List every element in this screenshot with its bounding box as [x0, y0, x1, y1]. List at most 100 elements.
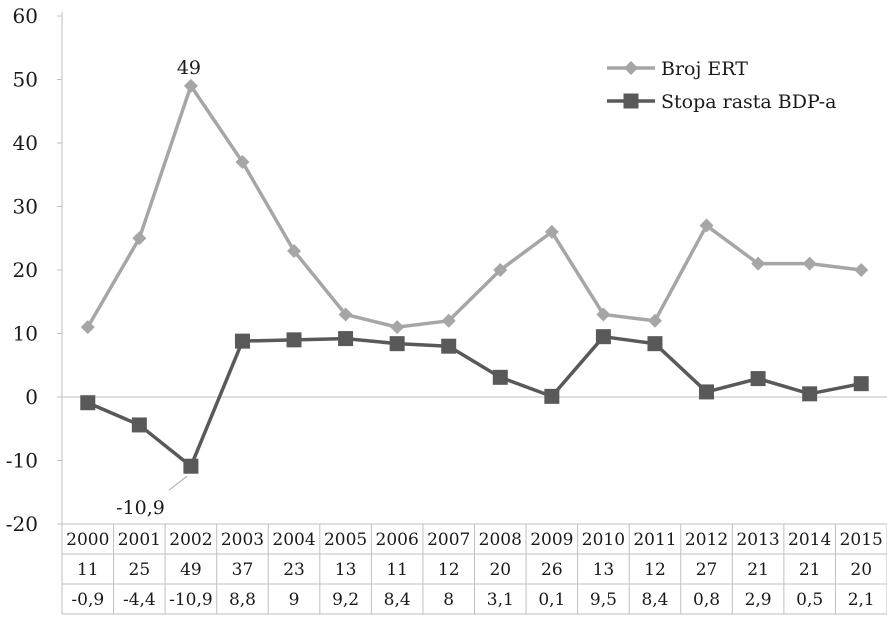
data-point [235, 155, 250, 170]
table-value-label: 12 [438, 560, 460, 580]
data-point [132, 231, 147, 246]
category-label: 2009 [530, 530, 573, 550]
table-value-label: 21 [747, 560, 769, 580]
data-point [751, 256, 766, 271]
data-point [287, 243, 302, 258]
data-point [183, 78, 198, 93]
data-point [647, 336, 663, 352]
category-label: 2015 [840, 530, 883, 550]
category-label: 2010 [582, 530, 625, 550]
table-value-label: 8,4 [384, 590, 411, 610]
data-label: -10,9 [116, 497, 165, 519]
data-point [441, 338, 457, 354]
category-label: 2011 [633, 530, 676, 550]
data-point [338, 331, 354, 347]
legend-label: Broj ERT [661, 58, 748, 80]
data-point [699, 218, 714, 233]
data-point [80, 395, 96, 411]
legend-marker [623, 93, 639, 109]
table-value-label: 12 [644, 560, 666, 580]
category-label: 2001 [118, 530, 161, 550]
table-value-label: 23 [283, 560, 305, 580]
table-value-label: 25 [129, 560, 151, 580]
data-table: 2000 2001 2002 2003 2004 2005 2006 2007 2008 2009… [61, 523, 887, 615]
data-point [802, 256, 817, 271]
data-point [750, 371, 766, 387]
chart-series: 49 -10,9 [80, 57, 869, 519]
data-point [80, 320, 95, 335]
category-label: 2004 [272, 530, 315, 550]
series-line [87, 334, 862, 468]
table-value-label: 0,5 [796, 590, 823, 610]
legend-label: Stopa rasta BDP-a [661, 91, 836, 113]
data-point [389, 336, 405, 352]
series-line [86, 84, 862, 329]
y-tick-label: 60 [13, 4, 38, 28]
category-label: 2007 [427, 530, 470, 550]
table-value-label: 8,4 [641, 590, 668, 610]
y-tick-label: 10 [13, 322, 38, 346]
data-point [544, 224, 559, 239]
leader-line [168, 475, 188, 491]
table-value-label: 20 [489, 560, 511, 580]
table-value-label: 21 [799, 560, 821, 580]
y-tick-label: -20 [6, 512, 38, 536]
data-point [854, 263, 869, 277]
category-label: 2002 [169, 530, 212, 550]
data-point [853, 376, 869, 392]
data-point [183, 458, 199, 474]
legend: Broj ERT Stopa rasta BDP-a [607, 58, 836, 113]
y-tick-label: 30 [13, 195, 38, 219]
table-value-label: 2,9 [745, 590, 772, 610]
table-value-label: -10,9 [169, 590, 213, 610]
table-value-label: -4,4 [123, 590, 156, 610]
category-label: 2008 [479, 530, 522, 550]
data-point [286, 332, 302, 348]
y-tick-label: 0 [25, 385, 38, 409]
data-point [802, 386, 818, 402]
category-label: 2003 [221, 530, 264, 550]
data-label: 49 [177, 57, 201, 79]
legend-marker [624, 61, 638, 75]
data-point [338, 307, 353, 322]
y-tick-label: 40 [13, 131, 38, 155]
table-value-label: 20 [850, 560, 872, 580]
category-label: 2013 [736, 530, 779, 550]
table-value-label: 0,1 [538, 590, 565, 610]
category-label: 2012 [685, 530, 728, 550]
table-value-label: 9 [289, 590, 300, 610]
table-value-label: 9,2 [332, 590, 359, 610]
table-value-label: 37 [232, 560, 254, 580]
table-value-label: 11 [386, 560, 408, 580]
data-point [234, 333, 250, 349]
table-value-label: 27 [696, 560, 718, 580]
category-label: 2014 [788, 530, 831, 550]
table-value-label: 0,8 [693, 590, 720, 610]
data-point [390, 320, 405, 335]
category-label: 2006 [376, 530, 419, 550]
data-point [544, 388, 560, 404]
data-point [647, 313, 662, 328]
data-point [131, 417, 147, 433]
data-point [596, 307, 611, 322]
table-value-label: 26 [541, 560, 563, 580]
category-label: 2000 [66, 530, 109, 550]
y-tick-label: 20 [13, 258, 38, 282]
data-point [595, 329, 611, 345]
data-point [493, 263, 508, 277]
data-point [492, 369, 508, 385]
table-value-label: 13 [593, 560, 615, 580]
table-value-label: -0,9 [71, 590, 104, 610]
table-value-label: 8 [443, 590, 454, 610]
table-value-label: 11 [77, 560, 99, 580]
table-value-label: 49 [180, 560, 202, 580]
data-point [699, 384, 715, 400]
table-value-label: 8,8 [229, 590, 256, 610]
table-value-label: 9,5 [590, 590, 617, 610]
table-value-label: 2,1 [848, 590, 875, 610]
y-tick-label: -10 [6, 449, 38, 473]
chart-axes: -20 -10 0 10 20 30 40 50 60 [6, 4, 887, 590]
category-label: 2005 [324, 530, 367, 550]
table-value-label: 3,1 [487, 590, 514, 610]
